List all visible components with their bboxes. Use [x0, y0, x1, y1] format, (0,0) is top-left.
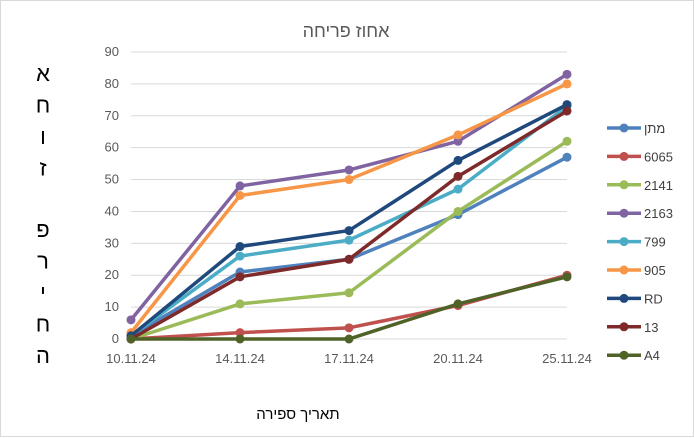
legend-label: מתן [644, 121, 665, 136]
data-point [344, 226, 354, 236]
y-tick-label: 30 [105, 235, 119, 250]
y-tick-label: 40 [105, 203, 119, 218]
legend-label: 2141 [644, 178, 673, 193]
y-tick-label: 50 [105, 172, 119, 187]
x-tick-label: 25.11.24 [542, 351, 592, 366]
x-axis-ticks: 10.11.24 14.11.24 17.11.24 20.11.24 25.11.24 [106, 351, 592, 366]
y-tick-label: 70 [105, 108, 119, 123]
legend-swatch-marker [619, 180, 629, 190]
chart-title: אחוז פריחה [303, 21, 391, 41]
legend-swatch-marker [619, 293, 629, 303]
legend-label: 6065 [644, 149, 673, 164]
legend-item: 13 [607, 320, 658, 335]
y-tick-label: 20 [105, 267, 119, 282]
series-lines [126, 69, 572, 344]
legend-item: RD [607, 291, 663, 306]
legend-label: 905 [644, 263, 666, 278]
legend-item: A4 [607, 348, 660, 363]
y-axis-label-char: ז [39, 156, 46, 181]
series-5 [126, 79, 572, 338]
y-axis-label-char: ה [36, 343, 50, 368]
data-point [344, 323, 354, 333]
data-point [344, 165, 354, 175]
data-point [453, 136, 463, 146]
y-tick-label: 60 [105, 140, 119, 155]
legend-swatch-marker [619, 237, 629, 247]
legend-item: 799 [607, 235, 666, 250]
data-point [235, 242, 245, 252]
data-point [344, 334, 354, 344]
legend: מתן 6065 2141 2163 799 905 RD 13 A4 [607, 121, 673, 363]
y-axis-label-char: ו [40, 124, 46, 149]
legend-swatch-marker [619, 265, 629, 275]
data-point [562, 79, 572, 89]
data-point [235, 181, 245, 191]
data-point [453, 299, 463, 309]
y-axis-label-char: פ [36, 217, 49, 242]
y-axis-ticks: 0 10 20 30 40 50 60 70 80 90 [105, 44, 119, 346]
y-axis-label-char: ח [36, 93, 50, 118]
legend-item: 2141 [607, 178, 673, 193]
x-axis-label: תאריך ספירה [256, 406, 339, 423]
data-point [235, 251, 245, 261]
data-point [562, 106, 572, 116]
data-point [126, 334, 136, 344]
data-point [235, 299, 245, 309]
legend-label: 2163 [644, 206, 673, 221]
y-axis-label-char: ר [37, 249, 49, 274]
legend-swatch-marker [619, 350, 629, 360]
data-point [453, 206, 463, 216]
y-axis-label-char: א [36, 61, 50, 86]
x-tick-label: 17.11.24 [324, 351, 374, 366]
y-tick-label: 10 [105, 299, 119, 314]
legend-swatch-marker [619, 208, 629, 218]
series-line [130, 109, 568, 341]
data-point [235, 328, 245, 338]
y-tick-label: 0 [112, 331, 119, 346]
y-tick-label: 80 [105, 76, 119, 91]
data-point [453, 130, 463, 140]
legend-item: 2163 [607, 206, 673, 221]
data-point [453, 155, 463, 165]
data-point [344, 235, 354, 245]
data-point [453, 184, 463, 194]
data-point [344, 175, 354, 185]
data-point [235, 334, 245, 344]
x-tick-label: 10.11.24 [106, 351, 156, 366]
legend-label: A4 [644, 348, 660, 363]
legend-item: 905 [607, 263, 666, 278]
data-point [562, 272, 572, 282]
data-point [562, 152, 572, 162]
series-8 [126, 272, 572, 344]
legend-swatch-marker [619, 322, 629, 332]
y-tick-label: 90 [105, 44, 119, 59]
series-7 [126, 106, 572, 344]
legend-label: 13 [644, 320, 658, 335]
legend-swatch-marker [619, 123, 629, 133]
data-point [562, 100, 572, 110]
y-axis-label-char: ח [36, 312, 50, 337]
x-tick-label: 14.11.24 [215, 351, 265, 366]
legend-item: 6065 [607, 149, 673, 164]
legend-swatch-marker [619, 151, 629, 161]
data-point [235, 272, 245, 282]
x-tick-label: 20.11.24 [433, 351, 483, 366]
y-axis-label-char: י [40, 280, 46, 305]
legend-label: RD [644, 291, 663, 306]
data-point [126, 315, 136, 325]
data-point [344, 288, 354, 298]
legend-label: 799 [644, 235, 666, 250]
legend-item: מתן [607, 121, 665, 136]
data-point [453, 171, 463, 181]
data-point [344, 254, 354, 264]
data-point [562, 136, 572, 146]
data-point [235, 191, 245, 200]
data-point [562, 69, 572, 79]
